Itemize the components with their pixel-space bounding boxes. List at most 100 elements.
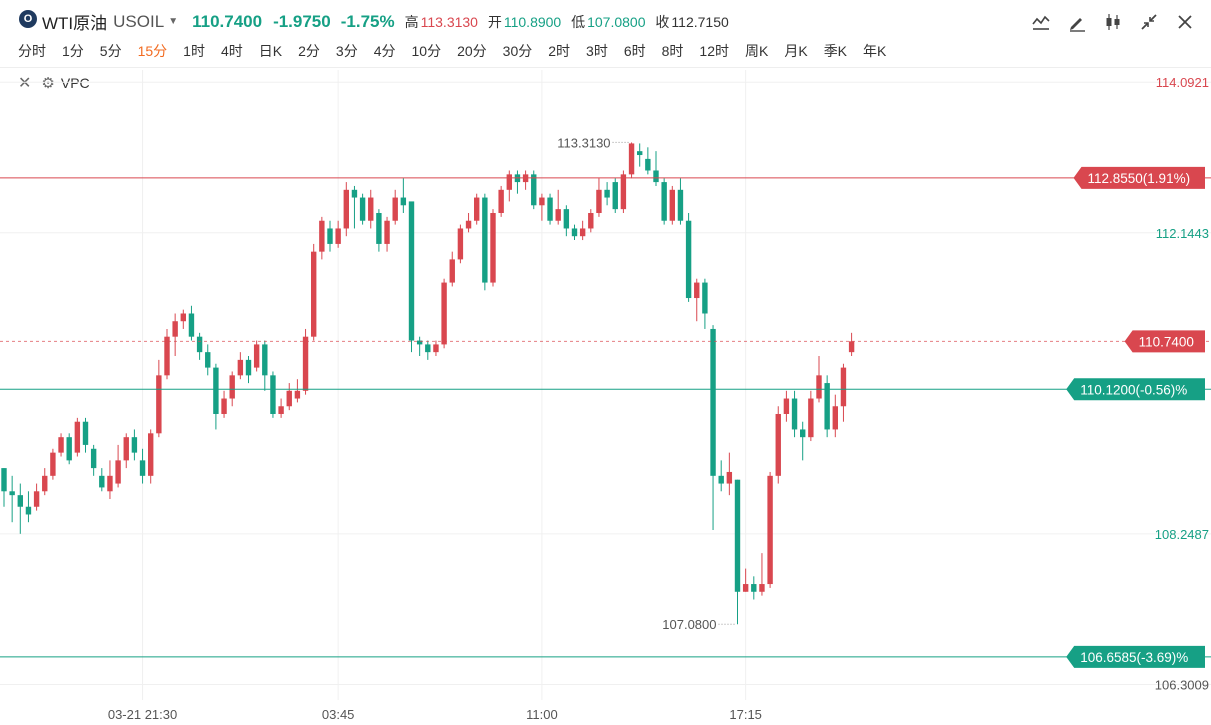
candle-body[interactable] [669,189,675,221]
candle-body[interactable] [25,506,32,515]
candle-body[interactable] [237,359,244,376]
symbol-dropdown-icon[interactable]: ▼ [168,16,179,27]
candle-body[interactable] [571,228,578,237]
candle-body[interactable] [490,213,496,283]
candle-body[interactable] [604,189,610,198]
candle-body[interactable] [196,336,203,353]
candle-body[interactable] [351,189,358,198]
candle-body[interactable] [702,282,708,314]
candle-body[interactable] [156,375,162,434]
period-option[interactable]: 2分 [298,43,320,59]
period-option[interactable]: 30分 [502,43,533,59]
candle-body[interactable] [539,197,545,206]
collapse-icon[interactable] [1137,10,1161,34]
candle-body[interactable] [278,406,284,414]
candle-body[interactable] [270,375,276,414]
period-option[interactable]: 4时 [220,43,243,59]
candle-body[interactable] [384,220,390,244]
candle-body[interactable] [99,475,105,488]
indicator-settings-icon[interactable]: ⚙ [41,75,55,92]
period-option[interactable]: 3分 [335,43,358,59]
line-style-icon[interactable] [1029,10,1053,34]
instrument-symbol[interactable]: USOIL [113,11,165,31]
candle-body[interactable] [637,151,643,156]
candle-body[interactable] [50,452,56,476]
candlestick-type-icon[interactable] [1101,10,1125,34]
candle-body[interactable] [474,197,480,221]
candle-body[interactable] [9,491,15,496]
candle-body[interactable] [498,189,504,214]
remove-indicator-icon[interactable]: ✕ [18,75,32,92]
period-option[interactable]: 月K [784,43,808,59]
period-option[interactable]: 4分 [373,43,396,59]
close-icon[interactable] [1173,10,1197,34]
candle-body[interactable] [808,398,814,438]
period-option[interactable]: 1时 [183,43,205,59]
period-option[interactable]: 6时 [623,43,646,59]
candle-body[interactable] [694,282,700,299]
draw-pen-icon[interactable] [1065,10,1089,34]
candle-body[interactable] [775,413,781,476]
candle-body[interactable] [832,406,838,430]
candle-body[interactable] [685,220,692,299]
candle-body[interactable] [547,197,553,221]
candle-body[interactable] [58,437,64,453]
candle-body[interactable] [677,189,684,221]
period-option[interactable]: 3时 [586,43,608,59]
candle-body[interactable] [262,344,268,376]
period-option[interactable]: 1分 [62,43,84,59]
candle-body[interactable] [400,197,407,206]
candle-body[interactable] [139,460,146,476]
candle-body[interactable] [180,313,186,322]
candle-body[interactable] [465,220,472,229]
candle-body[interactable] [555,209,561,221]
period-option[interactable]: 2时 [548,43,571,59]
period-option[interactable]: 12时 [699,43,729,59]
period-option[interactable]: 15分 [137,43,168,59]
candle-body[interactable] [759,584,765,592]
candle-body[interactable] [42,475,48,492]
candle-body[interactable] [221,398,227,414]
candle-body[interactable] [17,495,23,507]
candle-body[interactable] [791,398,798,430]
candle-body[interactable] [628,143,635,175]
candle-body[interactable] [816,375,822,399]
candle-body[interactable] [123,437,129,461]
candle-body[interactable] [164,336,170,376]
period-option[interactable]: 5分 [99,43,122,59]
candle-body[interactable] [172,321,178,337]
candle-body[interactable] [327,228,333,244]
candle-body[interactable] [1,468,7,492]
candle-body[interactable] [783,398,790,414]
candle-body[interactable] [245,359,252,376]
period-option[interactable]: 周K [745,43,769,59]
candle-body[interactable] [579,228,586,237]
candle-body[interactable] [90,448,97,469]
candle-body[interactable] [319,220,325,252]
candle-body[interactable] [531,174,537,206]
candle-body[interactable] [131,437,138,453]
candle-body[interactable] [425,344,431,353]
candle-body[interactable] [563,209,570,229]
candle-body[interactable] [82,421,89,445]
candle-body[interactable] [416,340,423,345]
candle-body[interactable] [482,197,488,283]
candle-body[interactable] [392,197,398,221]
candle-body[interactable] [449,259,455,283]
candle-body[interactable] [148,433,154,476]
period-option[interactable]: 8时 [661,43,684,59]
candle-body[interactable] [74,421,81,453]
candle-body[interactable] [343,189,349,229]
candle-body[interactable] [612,182,618,210]
candle-body[interactable] [726,471,733,484]
candle-body[interactable] [376,213,382,244]
candle-body[interactable] [645,158,651,171]
candle-body[interactable] [718,475,724,484]
candle-body[interactable] [433,344,439,353]
candle-body[interactable] [734,479,741,592]
candle-body[interactable] [359,197,366,221]
candle-body[interactable] [800,429,806,438]
candle-body[interactable] [33,491,40,507]
candle-body[interactable] [294,390,301,399]
